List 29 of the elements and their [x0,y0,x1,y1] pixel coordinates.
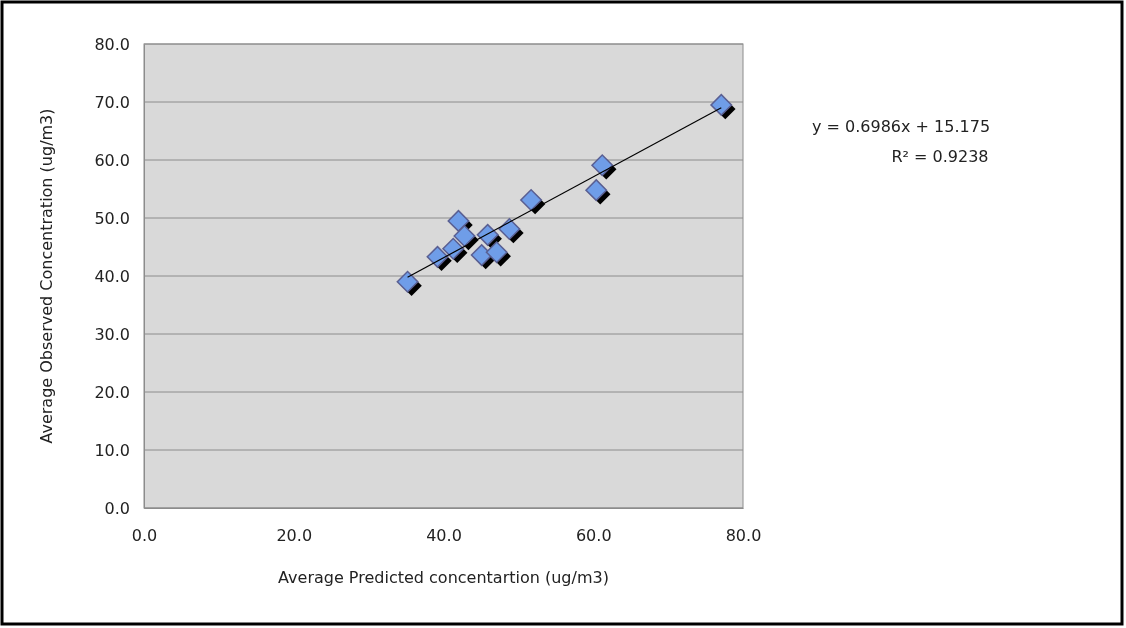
y-tick-label: 60.0 [94,150,130,170]
point [470,244,493,267]
point [442,237,465,260]
x-axis-title: Average Predicted concentartion (ug/m3) [278,568,609,587]
x-tick-label: 40.0 [426,526,462,546]
y-axis-title: Average Observed Concentration (ug/m3) [37,108,56,444]
point [591,154,614,177]
y-tick-label: 0.0 [104,498,130,518]
point [476,223,499,246]
x-tick-label: 80.0 [725,526,762,546]
y-tick-label: 30.0 [94,324,130,344]
x-tick-label: 20.0 [276,526,313,546]
y-tick-label: 10.0 [94,440,130,460]
x-tick-label: 60.0 [575,526,612,546]
x-tick-label: 0.0 [131,526,158,546]
point [485,241,508,264]
y-tick-label: 20.0 [94,382,130,402]
y-tick-label: 70.0 [94,92,130,112]
point [710,93,733,116]
y-tick-label: 50.0 [94,208,130,228]
point [396,270,419,293]
y-tick-label: 80.0 [94,34,130,54]
point [585,179,608,202]
point [447,209,470,232]
text: y = 0.6986x + 15.175 [812,117,991,136]
point [453,224,476,247]
text: R² = 0.9238 [891,147,989,166]
y-tick-label: 40.0 [94,266,130,286]
point [520,189,543,212]
